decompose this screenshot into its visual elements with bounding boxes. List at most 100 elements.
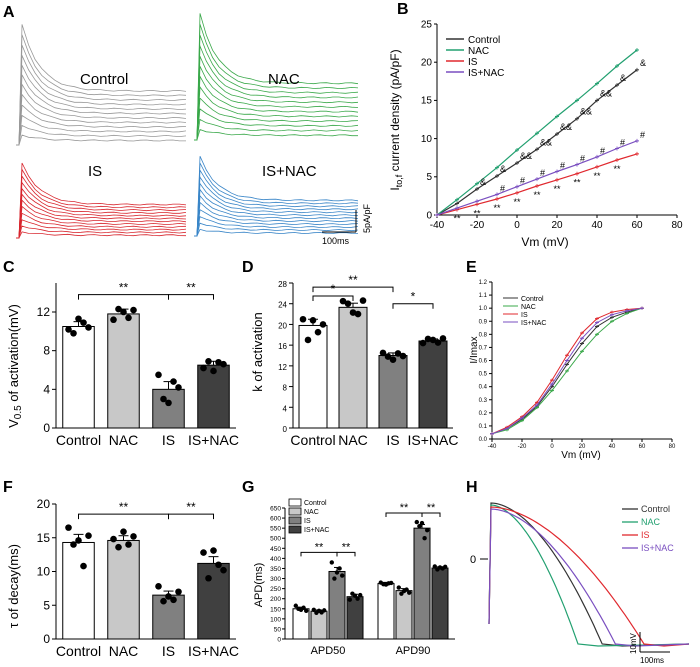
- data-point: [384, 353, 392, 360]
- y-axis-label-sub: 0.5: [13, 405, 24, 419]
- current-trace-nac: [194, 108, 359, 141]
- plot-area: -40 -20 0 20 40 60 800510152025&&&&&&&&&&&&&&#…: [421, 19, 683, 231]
- bar-is: [328, 570, 346, 640]
- y-axis-label: Ito,f current density (pA/pF): [388, 49, 404, 190]
- bar-isnac: [197, 364, 230, 429]
- annotation-stars: **: [573, 178, 581, 188]
- y-tick-label: 4: [283, 404, 288, 413]
- data-point: [110, 316, 117, 324]
- data-point: [419, 520, 425, 526]
- y-tick-label: 0.8: [479, 332, 488, 338]
- y-tick-label: 10: [421, 134, 433, 145]
- data-point: [293, 603, 298, 608]
- y-tick-label: 200: [270, 596, 281, 603]
- data-point: [422, 536, 427, 541]
- scale-label-time: 100ms: [322, 236, 350, 246]
- data-point: [349, 309, 357, 316]
- y-tick-label: 0.6: [479, 359, 488, 365]
- current-trace-isnac: [194, 156, 359, 237]
- label-nac: NAC: [268, 71, 300, 88]
- data-point: [70, 541, 77, 548]
- bar-control: [292, 608, 310, 640]
- panel-label-b: B: [397, 1, 409, 18]
- y-tick-label: 1.1: [479, 293, 488, 299]
- y-axis-label: I/Imax: [469, 336, 480, 363]
- data-point: [358, 592, 363, 598]
- legend-label: IS: [641, 530, 650, 540]
- x-category-label: NAC: [109, 643, 139, 659]
- current-trace-control: [16, 82, 187, 146]
- significance-label: **: [119, 281, 129, 295]
- y-axis-label-sub: to,f: [394, 174, 404, 187]
- legend-label: Control: [521, 296, 544, 303]
- y-tick-label: 12: [37, 305, 51, 319]
- annotation-amp: &: [500, 164, 506, 174]
- data-point: [170, 596, 177, 604]
- bar-is: [152, 594, 185, 640]
- data-point: [120, 308, 127, 316]
- x-tick-label: 80: [669, 444, 676, 450]
- bar-nac: [107, 313, 140, 429]
- current-trace-is: [16, 162, 187, 239]
- data-point: [220, 566, 227, 574]
- y-tick-label: 20: [278, 321, 287, 330]
- y-axis-label-rest: current density (pA/pF): [388, 49, 402, 174]
- x-tick-label: -20: [470, 220, 485, 231]
- significance-bracket: [168, 294, 214, 300]
- current-trace-is: [16, 188, 187, 239]
- y-tick-label: 0.7: [479, 345, 488, 351]
- data-point: [347, 597, 352, 602]
- data-point: [432, 564, 437, 569]
- data-point: [304, 336, 312, 344]
- data-point: [85, 324, 92, 331]
- data-point: [205, 574, 212, 582]
- data-point: [404, 587, 409, 592]
- x-category-label: IS: [162, 432, 175, 448]
- data-point: [115, 305, 122, 313]
- x-category-label: IS+NAC: [188, 643, 239, 659]
- y-axis-label-main: V: [6, 419, 21, 428]
- current-trace-control: [16, 64, 187, 146]
- panel-h: Control NAC IS IS+NAC 0 10mV 100ms: [470, 502, 690, 665]
- y-tick-label: 0.3: [479, 398, 488, 404]
- current-trace-is: [16, 168, 187, 239]
- y-tick-label: 250: [270, 586, 281, 593]
- data-point: [429, 336, 437, 344]
- x-tick-label: 40: [591, 220, 603, 231]
- ap-trace-isnac: [488, 508, 690, 647]
- bar-is: [378, 355, 408, 429]
- legend-label: Control: [641, 504, 670, 514]
- annotation-hash: #: [620, 138, 625, 148]
- data-point: [210, 547, 217, 554]
- annotation-amp: &: [480, 177, 486, 187]
- legend-label: IS: [468, 57, 478, 68]
- ap-trace-control: [488, 502, 690, 647]
- data-point: [200, 364, 207, 372]
- y-tick-label: 20: [421, 58, 433, 69]
- x-category-label: NAC: [109, 432, 139, 448]
- current-trace-is: [16, 175, 187, 239]
- data-point: [354, 310, 362, 318]
- annotation-amp: &&: [520, 151, 532, 161]
- panel-f: 0 5 10 15 20 Control NAC IS IS+NAC ** ** τ of deca…: [6, 497, 239, 659]
- bar-control: [377, 583, 395, 640]
- current-trace-is: [16, 219, 187, 239]
- y-tick-label: 650: [270, 506, 281, 513]
- annotation-hash: #: [580, 154, 585, 164]
- data-point: [110, 535, 117, 543]
- current-trace-control: [16, 114, 187, 146]
- data-point: [319, 321, 327, 328]
- panel-e: -40 -20 0 20 40 60 80 0.0 0.1 0.2 0.3 0.4 0.5 0.6 0.7 0…: [469, 280, 676, 461]
- y-tick-label: 350: [270, 566, 281, 573]
- y-axis-label-rest: of activation(mV): [6, 304, 21, 405]
- y-tick-label: 16: [278, 342, 287, 351]
- y-tick-label: 1.2: [479, 280, 488, 286]
- y-tick-label: 0: [43, 421, 50, 435]
- data-point: [215, 561, 222, 569]
- bar-is: [152, 388, 185, 429]
- panel-label-c: C: [3, 259, 15, 276]
- x-tick-label: 60: [639, 444, 646, 450]
- annotation-amp: &: [640, 58, 646, 68]
